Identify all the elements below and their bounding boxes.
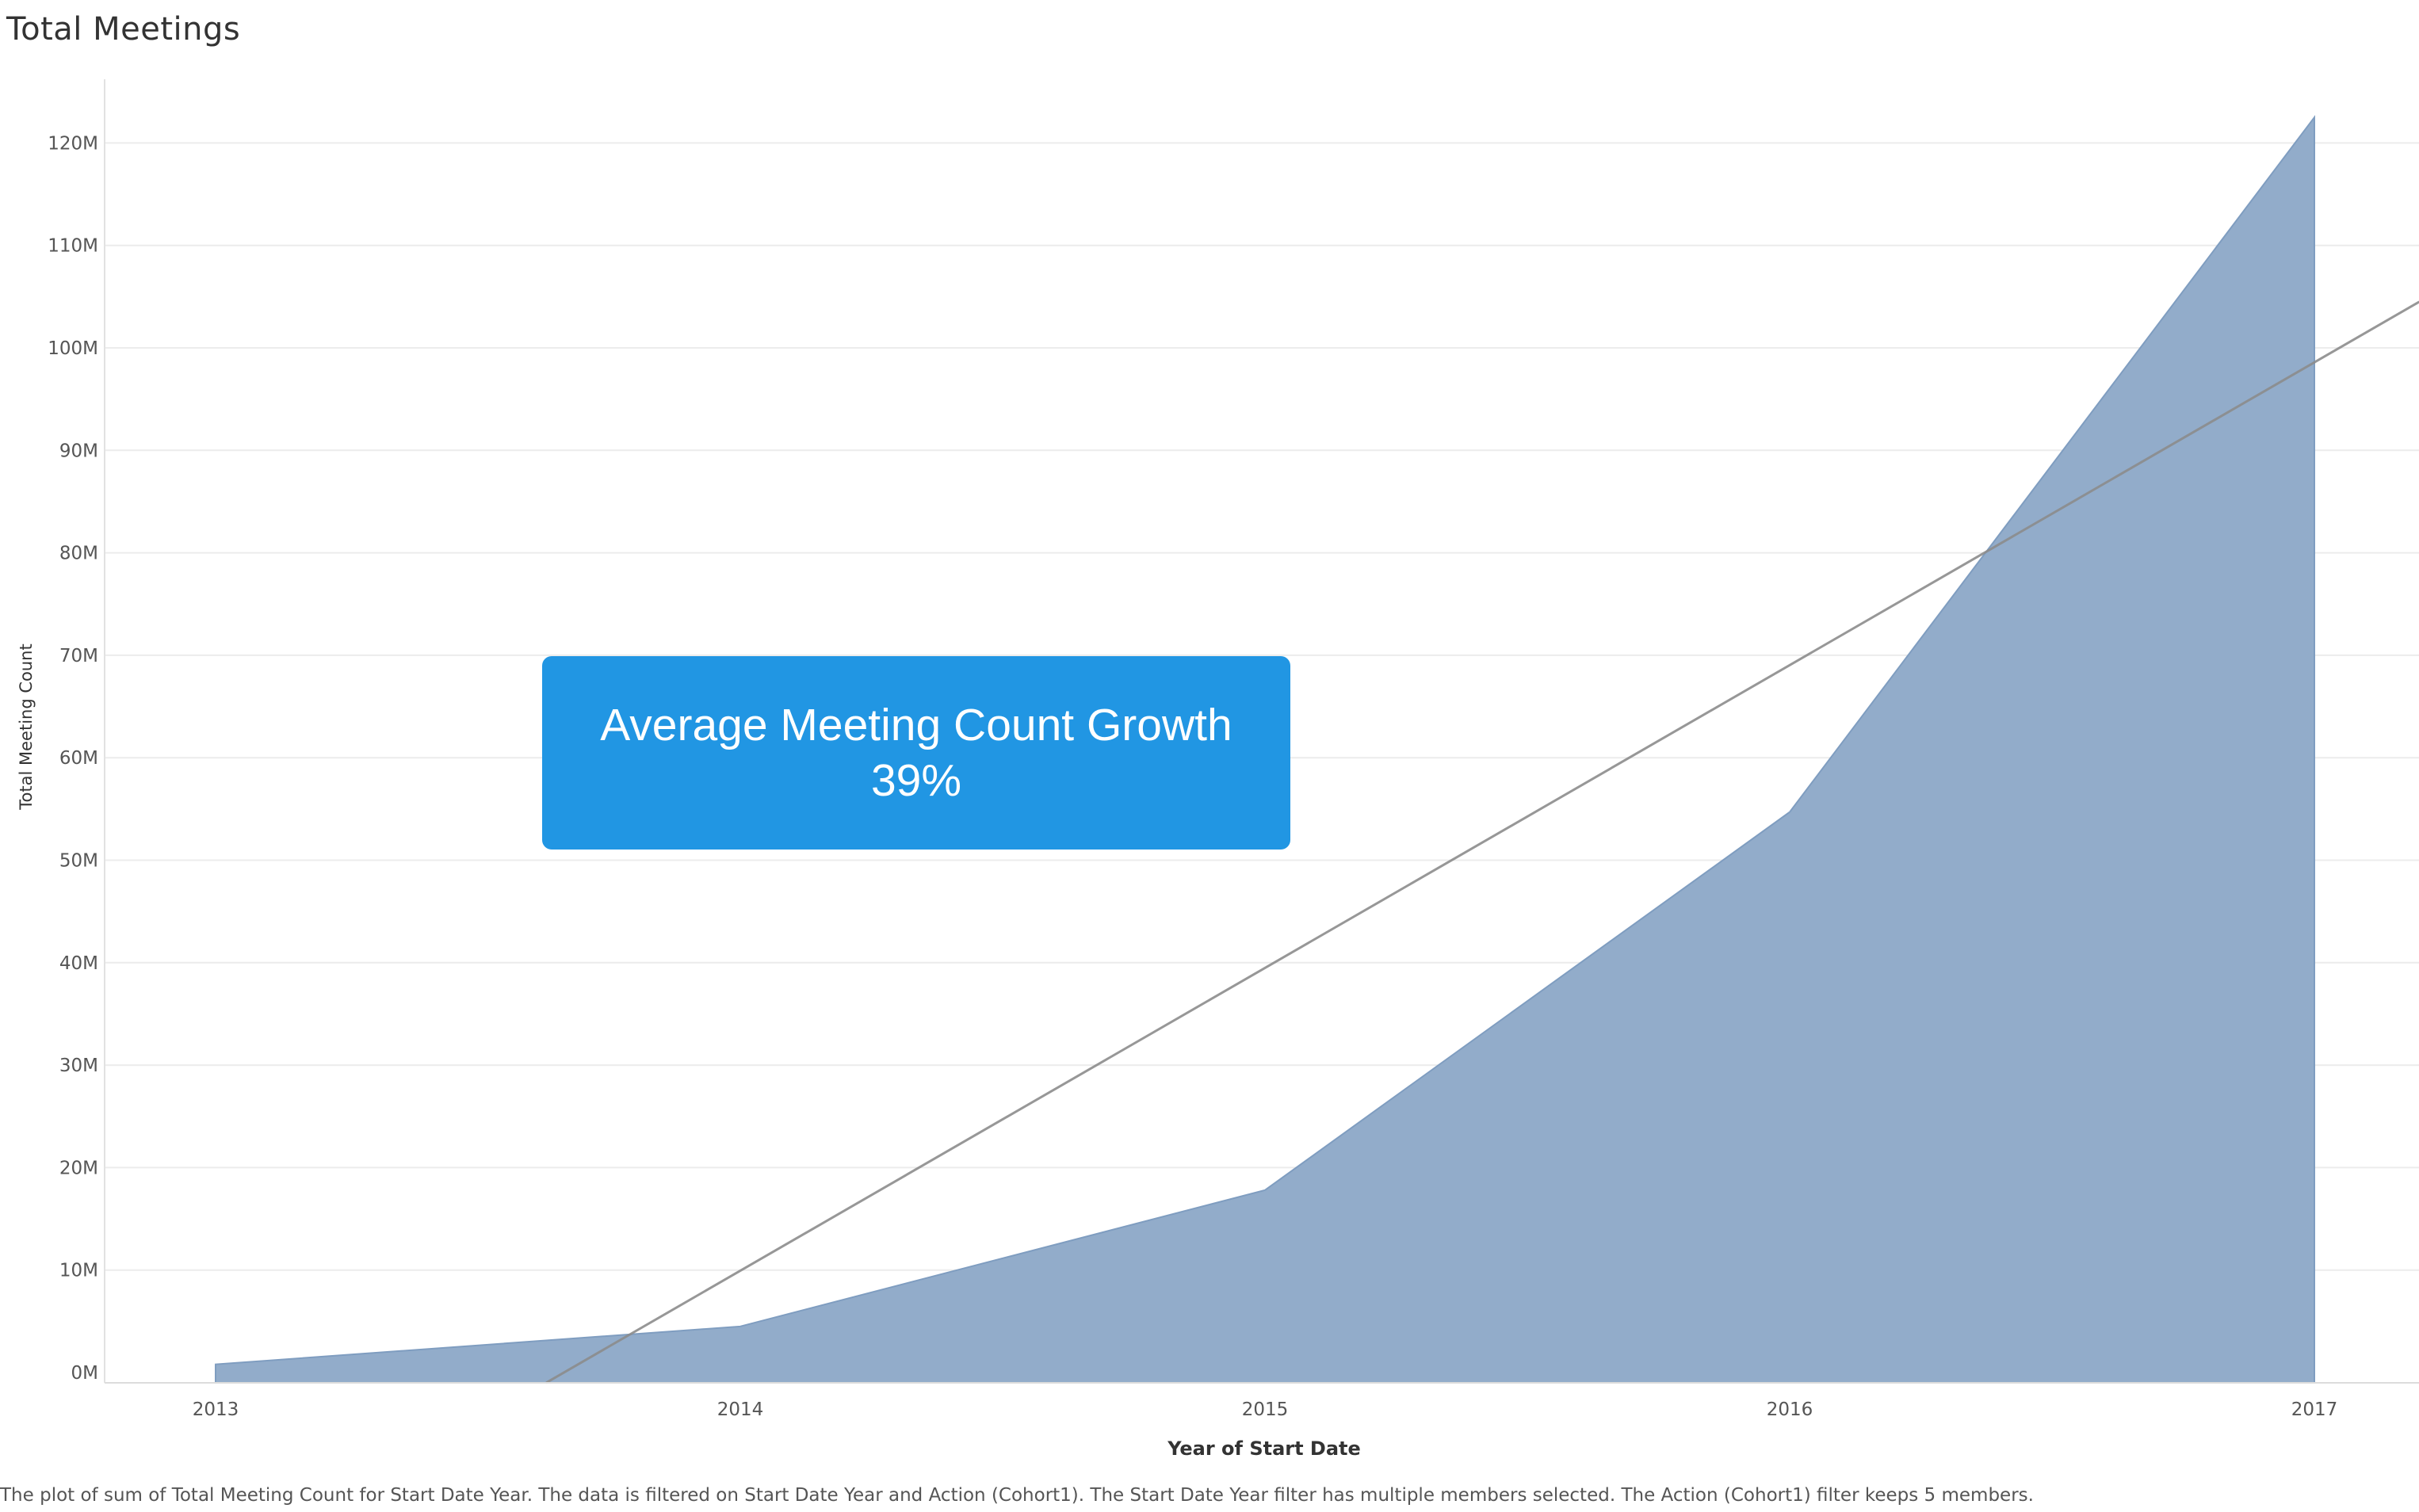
chart-caption: The plot of sum of Total Meeting Count f…	[0, 1485, 2034, 1506]
x-axis-title: Year of Start Date	[1167, 1438, 1361, 1460]
y-axis-tick-labels: 0M 10M 20M 30M 40M 50M 60M 70M 80M 90M 100M 110M 120…	[48, 133, 98, 1384]
area-series	[215, 115, 2315, 1384]
data-point-2015	[1264, 1189, 1266, 1191]
area-series-layer	[215, 115, 2315, 1384]
y-tick-label: 0M	[71, 1363, 98, 1384]
y-tick-label: 70M	[59, 646, 98, 666]
data-point-2014	[739, 1326, 741, 1327]
x-tick-label: 2017	[2291, 1399, 2338, 1420]
y-axis-title: Total Meeting Count	[17, 643, 36, 810]
trend-line-layer	[545, 300, 2419, 1384]
callout-value: 39%	[870, 755, 962, 806]
x-axis-tick-labels: 2013 2014 2015 2016 2017	[193, 1399, 2338, 1420]
x-tick-label: 2014	[717, 1399, 764, 1420]
y-tick-label: 100M	[48, 338, 98, 359]
y-tick-label: 60M	[59, 748, 98, 769]
x-tick-label: 2016	[1767, 1399, 1813, 1420]
x-tick-label: 2013	[193, 1399, 239, 1420]
y-tick-label: 50M	[59, 851, 98, 872]
y-tick-label: 30M	[59, 1056, 98, 1076]
page-title: Total Meetings	[6, 11, 241, 48]
y-tick-label: 80M	[59, 544, 98, 564]
y-tick-label: 10M	[59, 1261, 98, 1281]
average-growth-callout: Average Meeting Count Growth 39%	[542, 656, 1290, 850]
y-tick-label: 120M	[48, 133, 98, 154]
y-tick-label: 20M	[59, 1158, 98, 1178]
y-tick-label: 110M	[48, 236, 98, 257]
gridlines	[105, 142, 2419, 1271]
axes	[104, 79, 2419, 1384]
trend-line	[545, 300, 2419, 1384]
y-tick-label: 40M	[59, 953, 98, 974]
y-tick-label: 90M	[59, 441, 98, 461]
data-point-2017	[2314, 116, 2315, 118]
x-tick-label: 2015	[1242, 1399, 1289, 1420]
callout-label: Average Meeting Count Growth	[600, 700, 1232, 750]
